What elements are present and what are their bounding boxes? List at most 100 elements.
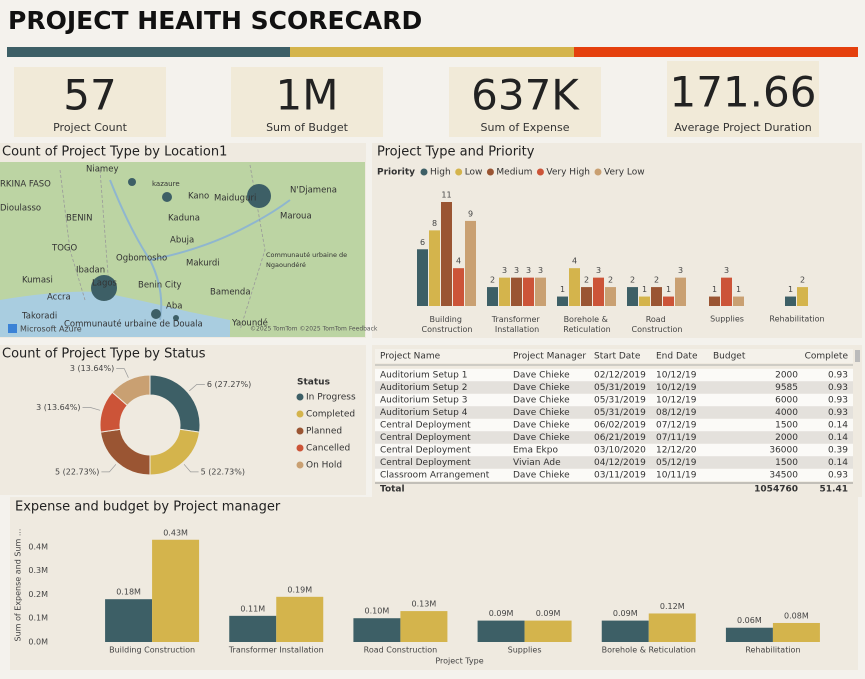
y-tick-label: 0.4M (28, 542, 48, 551)
value-label: 3 (514, 266, 519, 275)
total-label: Total (380, 485, 405, 495)
x-tick-label: Road Construction (364, 646, 438, 655)
table-cell: Classroom Arrangement (380, 471, 490, 481)
value-label: 3 (13.64%) (36, 403, 80, 412)
value-label: 4 (456, 257, 461, 266)
table-cell: 10/12/19 (656, 396, 697, 406)
table-cell: 0.39 (828, 446, 848, 456)
table-header-bg (375, 349, 853, 363)
table-cell: Auditorium Setup 4 (380, 408, 468, 418)
legend-label: In Progress (306, 393, 356, 403)
bar (709, 296, 720, 306)
river (109, 179, 291, 321)
scrollbar[interactable] (855, 350, 860, 362)
map-place: RKINA FASO (0, 180, 51, 190)
bar (499, 277, 510, 306)
column-header: End Date (656, 352, 698, 362)
map-place: Benin City (138, 281, 182, 291)
legend-label: Planned (306, 427, 342, 437)
map-place: Ogbomosho (116, 254, 167, 264)
kpi-value: 637K (471, 71, 580, 120)
map-place: Niamey (86, 165, 118, 175)
table-row (375, 468, 853, 482)
map-place: Maroua (280, 212, 312, 222)
map-place: Maiduguri (214, 194, 256, 204)
map-bubble (162, 192, 172, 202)
legend-swatch (536, 168, 544, 176)
x-tick-label: Borehole & Reticulation (563, 315, 610, 334)
kpi-card (449, 67, 601, 137)
legend-label: Medium (496, 168, 532, 178)
legend-swatch (296, 444, 304, 452)
map-bubble (91, 275, 117, 301)
legend-title: Priority (377, 168, 415, 178)
legend-label: On Hold (306, 461, 342, 471)
table-cell: 0.93 (828, 371, 848, 381)
table-row (375, 431, 853, 444)
legend-label: Completed (306, 410, 355, 420)
kpi-card (14, 67, 166, 137)
value-label: 1 (642, 285, 647, 294)
bar (627, 287, 638, 306)
bar (772, 622, 820, 642)
legend-label: High (430, 168, 451, 178)
value-label: 3 (526, 266, 531, 275)
table-cell: Auditorium Setup 2 (380, 383, 467, 393)
stripe (290, 47, 574, 57)
y-tick-label: 0.2M (28, 590, 48, 599)
table-row (375, 368, 853, 382)
map-place: Abuja (170, 236, 194, 246)
bar (569, 268, 580, 306)
table-row (375, 393, 853, 407)
bar (152, 539, 200, 642)
bar (797, 287, 808, 306)
stripe (574, 47, 858, 57)
value-label: 0.18M (116, 588, 141, 597)
leader-line (82, 407, 101, 411)
x-axis-title: Project Type (435, 657, 483, 666)
map-place: Kumasi (22, 276, 53, 286)
table-cell: 4000 (775, 408, 798, 418)
leader-line (116, 368, 129, 378)
column-header: Budget (713, 352, 746, 362)
map-bubble (151, 309, 161, 319)
map-bubble (128, 178, 136, 186)
value-label: 3 (502, 266, 507, 275)
table-cell: 07/12/19 (656, 421, 697, 431)
table-cell: 2000 (775, 433, 798, 443)
table-cell: 06/02/2019 (594, 421, 646, 431)
border (59, 164, 266, 331)
value-label: 11 (441, 191, 451, 200)
y-axis-title: Sum of Expense and Sum ... (14, 529, 23, 642)
value-label: 3 (538, 266, 543, 275)
legend-swatch (296, 410, 304, 418)
bar (441, 202, 452, 306)
legend-label: Low (465, 168, 483, 178)
table-cell: Dave Chieke (513, 471, 570, 481)
value-label: 3 (724, 266, 729, 275)
x-tick-label: Building Construction (109, 646, 195, 655)
x-tick-label: Transformer Installation (491, 315, 543, 334)
value-label: 3 (13.64%) (70, 364, 114, 373)
table-cell: 03/11/2019 (594, 471, 646, 481)
table-cell: 6000 (775, 396, 798, 406)
table-cell: 05/31/2019 (594, 383, 646, 393)
map-place: Communauté urbaine de Ngaoundéré (266, 251, 349, 269)
kpi-card (667, 61, 819, 137)
table-cell: 08/12/19 (656, 408, 697, 418)
kpi-value: 1M (276, 71, 339, 120)
stripe (7, 47, 290, 57)
x-tick-label: Supplies (710, 315, 744, 324)
table-row (375, 381, 853, 394)
table-cell: 36000 (769, 446, 798, 456)
table-cell: 1500 (775, 421, 798, 431)
table-cell: Auditorium Setup 1 (380, 371, 467, 381)
table-cell: 0.93 (828, 471, 848, 481)
table-cell: Dave Chieke (513, 408, 570, 418)
bar (581, 287, 592, 306)
x-tick-label: Transformer Installation (228, 646, 324, 655)
value-label: 8 (432, 219, 437, 228)
table-cell: Dave Chieke (513, 433, 570, 443)
map-place: BENIN (66, 214, 92, 224)
map-place: TOGO (51, 244, 77, 254)
